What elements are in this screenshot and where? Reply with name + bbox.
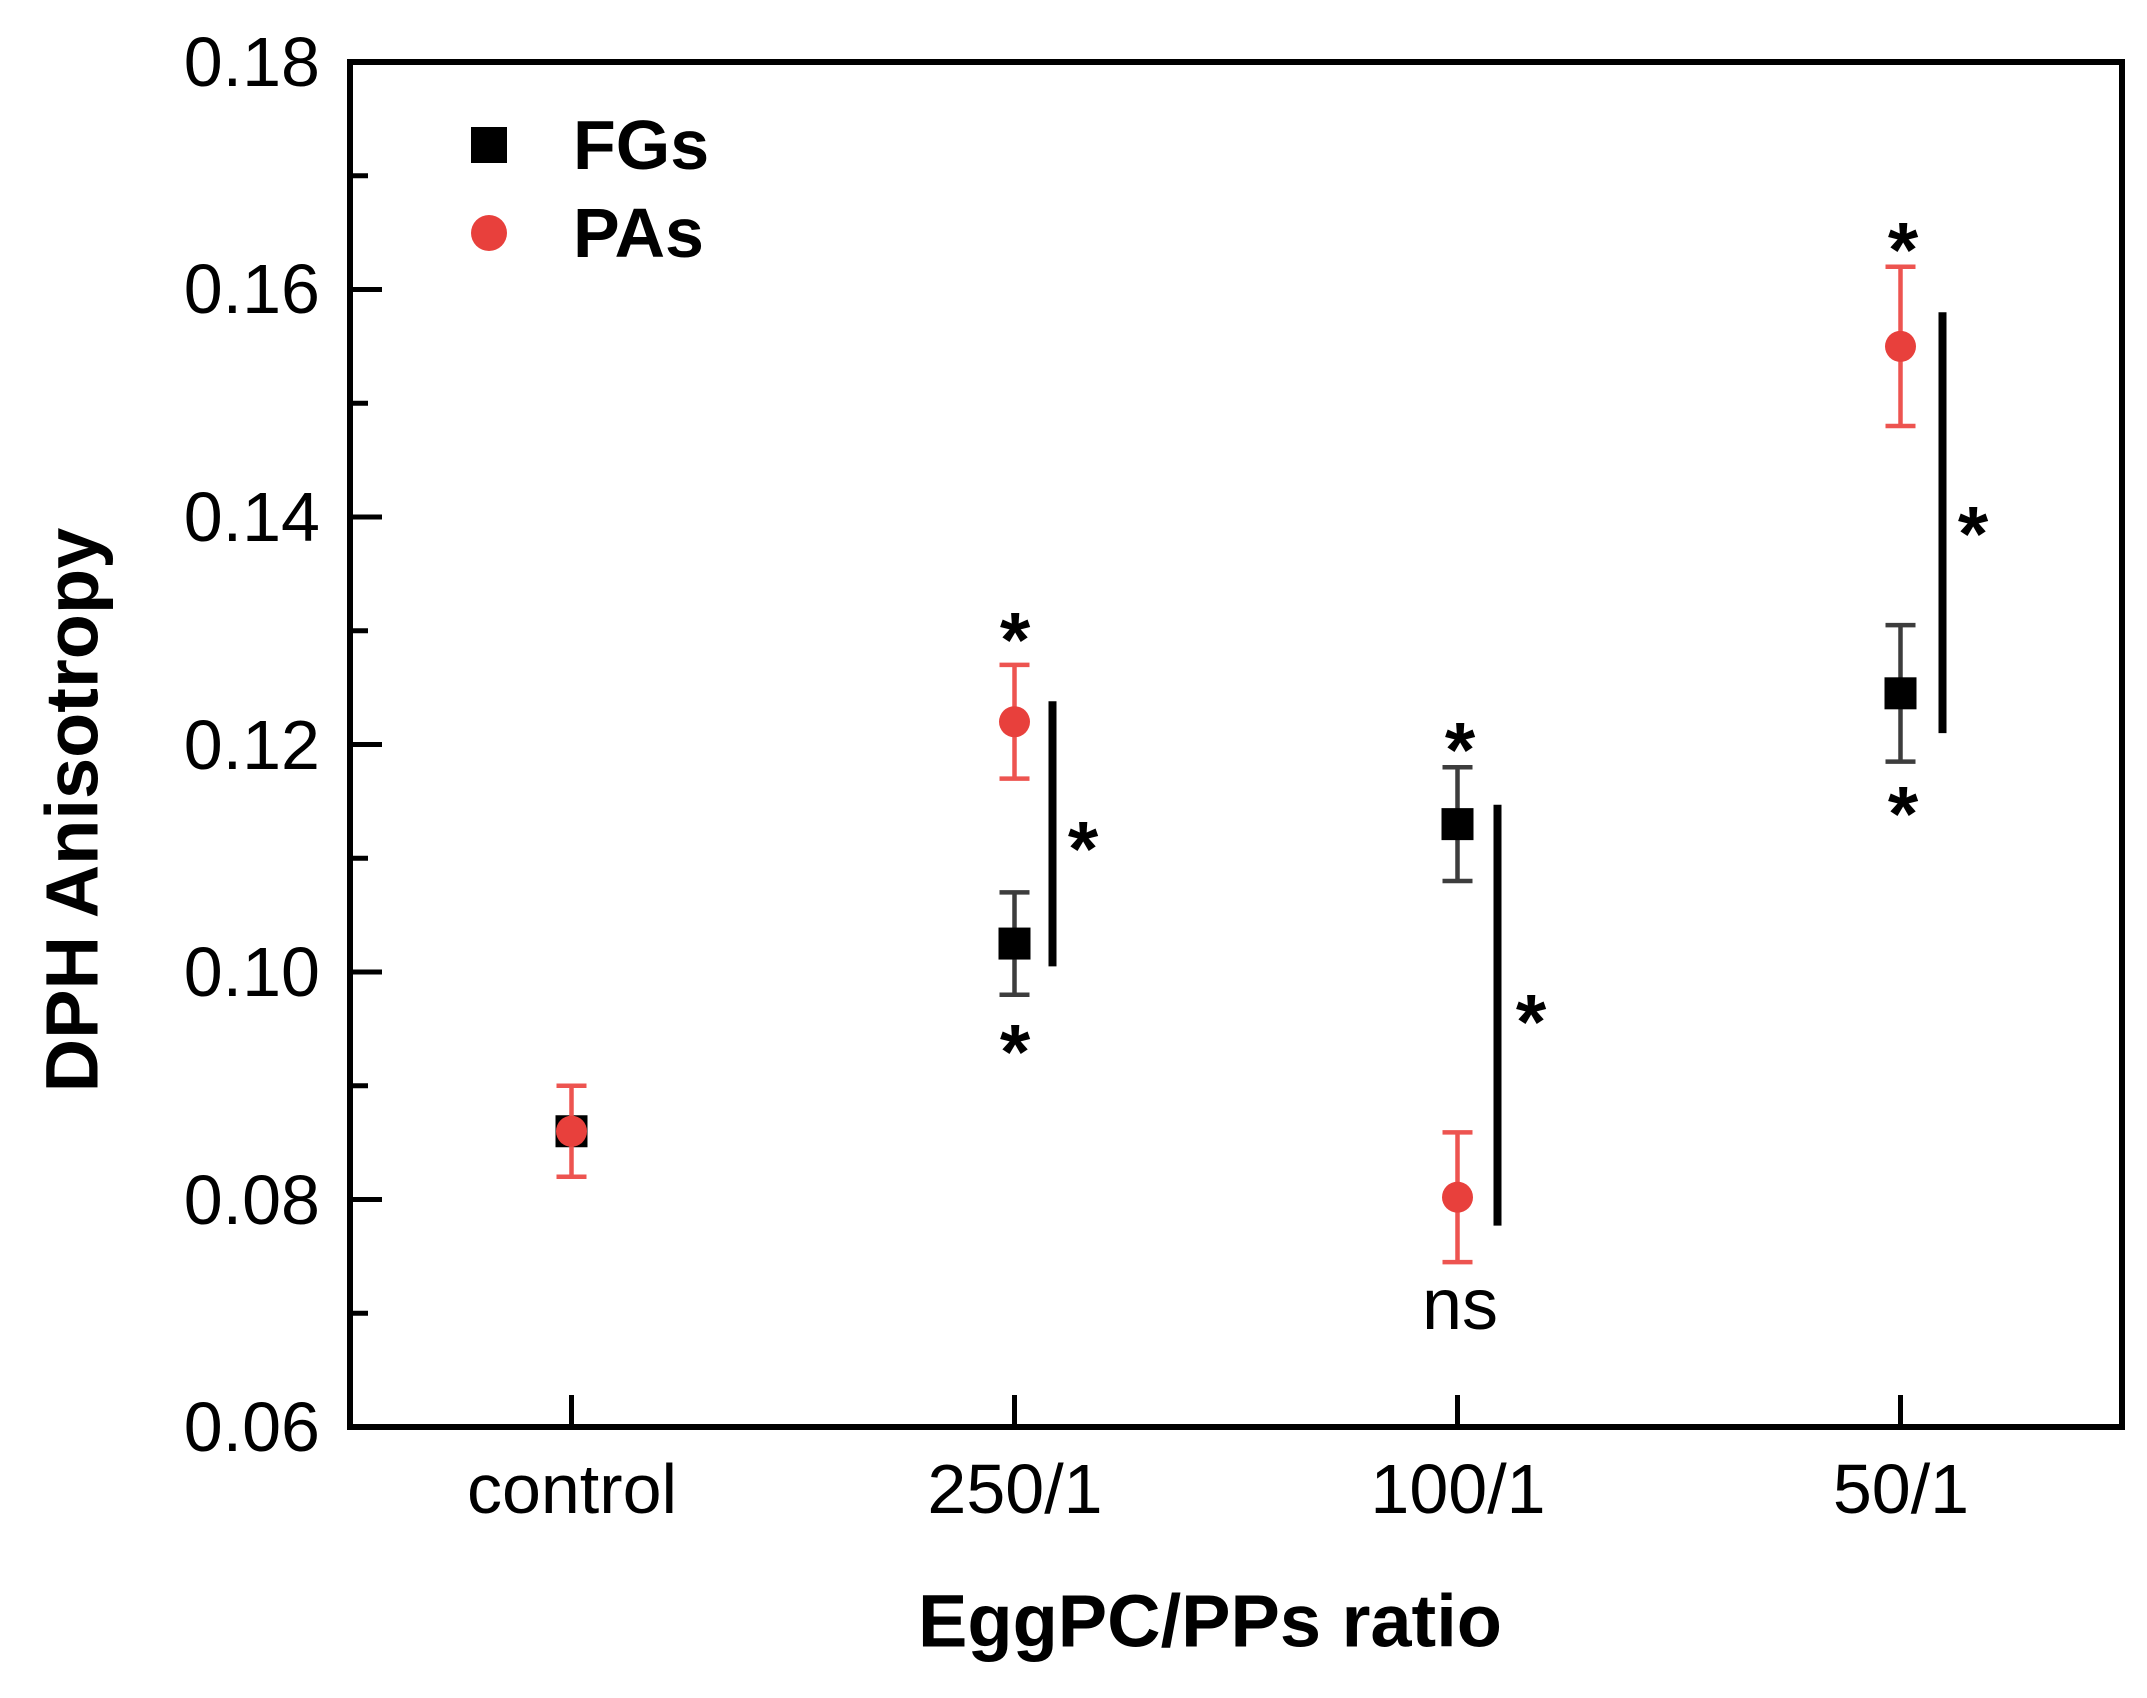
y-tick-label-0.10: 0.10 (183, 933, 320, 1011)
data-point-pas-control (556, 1115, 587, 1147)
y-tick-label-0.06: 0.06 (183, 1388, 320, 1466)
pas-circle-marker-icon (471, 215, 507, 251)
bracket-star-3: * (1957, 489, 1989, 578)
data-point-pas-100-1 (1442, 1181, 1473, 1213)
bracket-star-1: * (1067, 804, 1099, 893)
x-tick-label-50-1: 50/1 (1832, 1450, 1970, 1528)
x-axis-title: EggPC/PPs ratio (918, 1579, 1502, 1663)
ns-label: ns (1421, 1265, 1499, 1345)
data-point-fgs-250-1 (998, 927, 1031, 960)
y-tick-label-0.12: 0.12 (183, 706, 320, 784)
x-tick-label-100-1: 100/1 (1370, 1450, 1546, 1528)
x-tick-label-250-1: 250/1 (927, 1450, 1103, 1528)
y-tick-label-0.16: 0.16 (183, 250, 320, 328)
y-tick-label-0.14: 0.14 (183, 478, 320, 556)
significance-star-3: * (1444, 705, 1476, 794)
significance-star-1: * (999, 595, 1031, 684)
y-tick-label-0.08: 0.08 (183, 1161, 320, 1239)
data-point-fgs-50-1 (1884, 677, 1917, 710)
data-point-pas-250-1 (999, 706, 1030, 738)
x-tick-label-control: control (466, 1450, 678, 1528)
bracket-star-2: * (1515, 977, 1547, 1066)
significance-star-5: * (1887, 769, 1919, 858)
data-point-fgs-100-1 (1441, 808, 1474, 841)
y-axis-title: DPH Anisotropy (30, 527, 114, 1093)
legend-entry-pas: PAs (471, 189, 709, 277)
significance-star-4: * (1887, 205, 1919, 294)
legend-entry-fgs: FGs (471, 101, 709, 189)
y-tick-label-0.18: 0.18 (183, 23, 320, 101)
legend-label-pas: PAs (573, 194, 704, 272)
significance-star-2: * (999, 1007, 1031, 1096)
legend: FGs PAs (471, 101, 709, 277)
legend-label-fgs: FGs (573, 106, 710, 184)
data-point-pas-50-1 (1885, 330, 1916, 362)
fgs-square-marker-icon (471, 127, 507, 163)
